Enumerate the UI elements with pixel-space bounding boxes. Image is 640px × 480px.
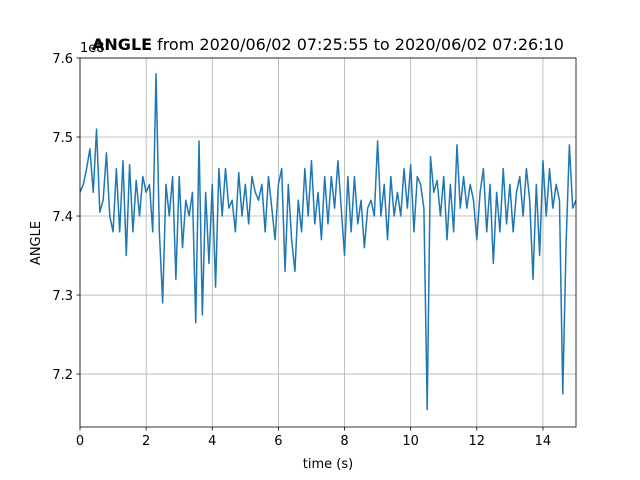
x-tick-label: 6 xyxy=(274,434,282,449)
title-rest: from 2020/06/02 07:25:55 to 2020/06/02 0… xyxy=(157,35,564,54)
x-tick-label: 10 xyxy=(402,434,419,449)
y-tick-label: 7.4 xyxy=(52,210,73,225)
plot-frame xyxy=(79,57,577,428)
offset-label: 1e8 xyxy=(80,41,105,56)
x-tick-label: 12 xyxy=(469,434,486,449)
y-tick-label: 7.3 xyxy=(52,289,73,304)
x-tick-label: 14 xyxy=(535,434,552,449)
x-tick-label: 4 xyxy=(208,434,216,449)
y-axis-label: ANGLE xyxy=(29,221,44,265)
title-bold: ANGLE xyxy=(92,35,152,54)
x-axis-label: time (s) xyxy=(303,457,353,472)
data-line xyxy=(79,73,577,411)
x-tick-label: 2 xyxy=(142,434,150,449)
x-tick-label: 0 xyxy=(76,434,84,449)
x-tick-label: 8 xyxy=(340,434,348,449)
y-tick-label: 7.5 xyxy=(52,131,73,146)
y-tick-label: 7.6 xyxy=(52,52,73,67)
chart-title: ANGLE from 2020/06/02 07:25:55 to 2020/06… xyxy=(92,35,564,54)
y-tick-label: 7.2 xyxy=(52,368,73,383)
